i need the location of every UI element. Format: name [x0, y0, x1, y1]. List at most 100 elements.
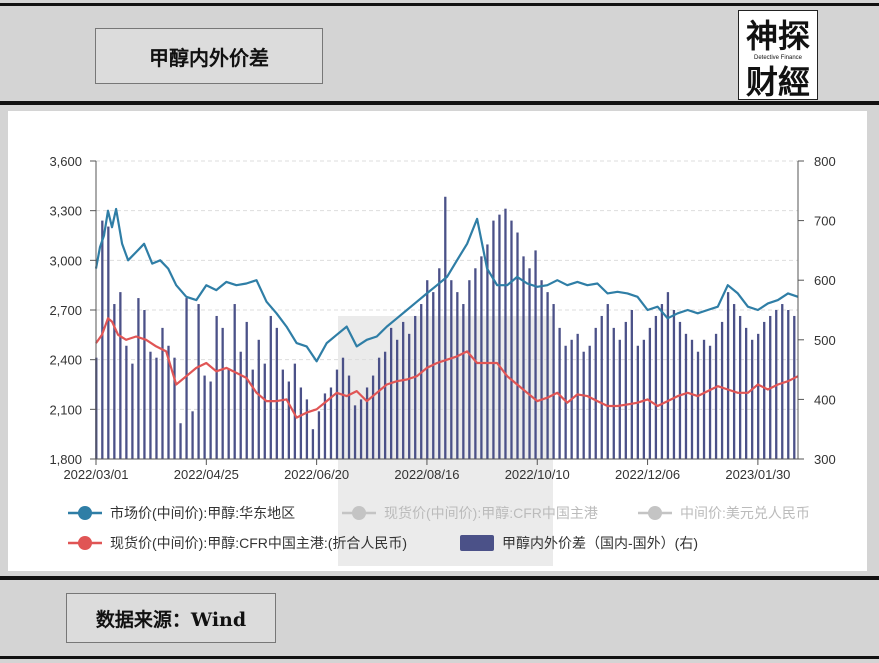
- spread-bar: [781, 304, 784, 459]
- spread-bar: [618, 339, 621, 459]
- spread-bar: [660, 304, 664, 459]
- spread-bar: [492, 220, 495, 459]
- spread-bar: [504, 208, 507, 459]
- spread-bar: [558, 327, 561, 459]
- spread-bar: [456, 292, 459, 459]
- y-left-tick-label: 2,100: [49, 402, 82, 417]
- x-tick-label: 2022/12/06: [615, 467, 680, 482]
- spread-bar: [720, 321, 724, 459]
- bottom-border-line: [0, 656, 879, 659]
- spread-bar: [624, 321, 627, 459]
- spread-bar: [359, 399, 363, 459]
- spread-bar: [179, 423, 182, 459]
- spread-bar: [414, 315, 417, 459]
- price-lines: [94, 207, 799, 419]
- x-tick-label: 2022/10/10: [505, 467, 570, 482]
- spread-bar: [576, 333, 579, 459]
- spread-bar: [486, 244, 489, 459]
- legend-label: 甲醇内外价差（国内-国外）(右): [502, 535, 698, 551]
- x-tick-label: 2023/01/30: [725, 467, 790, 482]
- y-left-tick-label: 3,600: [49, 154, 82, 169]
- legend-swatch-dot: [352, 506, 366, 520]
- spread-bar: [335, 369, 339, 459]
- spread-bar: [612, 327, 615, 459]
- spread-bar: [510, 220, 513, 459]
- spot-price-line: [95, 317, 799, 419]
- spread-bar: [726, 292, 730, 459]
- spread-bar: [137, 298, 140, 459]
- spread-bar: [167, 345, 170, 459]
- spread-bar: [444, 196, 447, 459]
- spread-bar: [209, 381, 212, 459]
- spread-bar: [540, 280, 543, 459]
- spread-bar: [347, 375, 351, 459]
- x-tick-label: 2022/04/25: [174, 467, 239, 482]
- spread-bars: [95, 196, 796, 459]
- spread-bar: [311, 429, 315, 459]
- spread-bar: [684, 333, 688, 459]
- spread-bar: [654, 315, 658, 459]
- spread-bar: [101, 220, 104, 459]
- brand-logo-graphic: 神探 Detective Finance 财經: [746, 18, 810, 100]
- spread-bar: [323, 393, 327, 459]
- spread-bar: [191, 411, 194, 459]
- spread-bar: [450, 280, 453, 459]
- spread-bar: [528, 268, 531, 459]
- spread-bar: [546, 292, 549, 459]
- spread-bar: [269, 315, 272, 459]
- x-tick-label: 2022/06/20: [284, 467, 349, 482]
- spread-bar: [498, 214, 501, 459]
- y-right-tick-label: 700: [814, 214, 836, 229]
- spread-bar: [239, 351, 242, 459]
- spread-bar: [257, 339, 260, 459]
- spread-bar: [732, 304, 736, 459]
- spread-bar: [161, 327, 164, 459]
- spread-bar: [113, 304, 116, 459]
- market-price-line: [94, 207, 799, 363]
- spread-bar: [377, 357, 381, 459]
- legend-label: 现货价(中间价):甲醇:CFR中国主港: [384, 505, 598, 521]
- spread-bar: [600, 315, 603, 459]
- data-source-label: 数据来源：Wind: [66, 593, 276, 643]
- spread-bar: [714, 333, 718, 459]
- spread-bar: [678, 321, 682, 459]
- spread-bar: [125, 345, 128, 459]
- axes: 1,800 2,100 2,400 2,700 3,000 3,300 3,600 300 40…: [49, 154, 835, 482]
- spread-bar: [757, 333, 760, 459]
- legend-swatch-dot: [78, 536, 92, 550]
- spread-bar: [251, 369, 254, 459]
- spread-bar: [371, 375, 375, 459]
- spread-bar: [341, 357, 345, 459]
- spread-bar: [588, 345, 591, 459]
- spread-bar: [221, 327, 224, 459]
- spread-bar: [648, 327, 652, 459]
- spread-bar: [672, 310, 676, 459]
- spread-bar: [438, 268, 441, 459]
- footer-divider-line: [0, 576, 879, 580]
- spread-bar: [696, 351, 700, 459]
- spread-bar: [522, 256, 525, 459]
- spread-bar: [143, 310, 146, 459]
- logo-top-text: 神探: [746, 18, 810, 54]
- y-left-tick-label: 1,800: [49, 452, 82, 467]
- spread-bar: [432, 292, 435, 459]
- legend-label: 市场价(中间价):甲醇:华东地区: [110, 505, 295, 521]
- page-title: 甲醇内外价差: [95, 28, 323, 84]
- spread-bar: [293, 363, 297, 459]
- spread-bar: [173, 357, 176, 459]
- spread-bar: [606, 304, 609, 459]
- chart-panel: 1,800 2,100 2,400 2,700 3,000 3,300 3,600 300 40…: [8, 111, 867, 571]
- y-right-tick-label: 800: [814, 154, 836, 169]
- legend-label: 现货价(中间价):甲醇:CFR中国主港:(折合人民币): [110, 535, 407, 551]
- spread-bar: [666, 292, 670, 459]
- y-left-tick-label: 2,400: [49, 353, 82, 368]
- spread-bar: [738, 315, 742, 459]
- spread-bar: [420, 304, 423, 459]
- y-left-tick-label: 3,000: [49, 253, 82, 268]
- spread-bar: [402, 321, 405, 459]
- spread-bar: [474, 268, 477, 459]
- spread-bar: [119, 292, 122, 459]
- spread-bar: [642, 339, 646, 459]
- spread-bar: [215, 315, 218, 459]
- y-right-tick-label: 300: [814, 452, 836, 467]
